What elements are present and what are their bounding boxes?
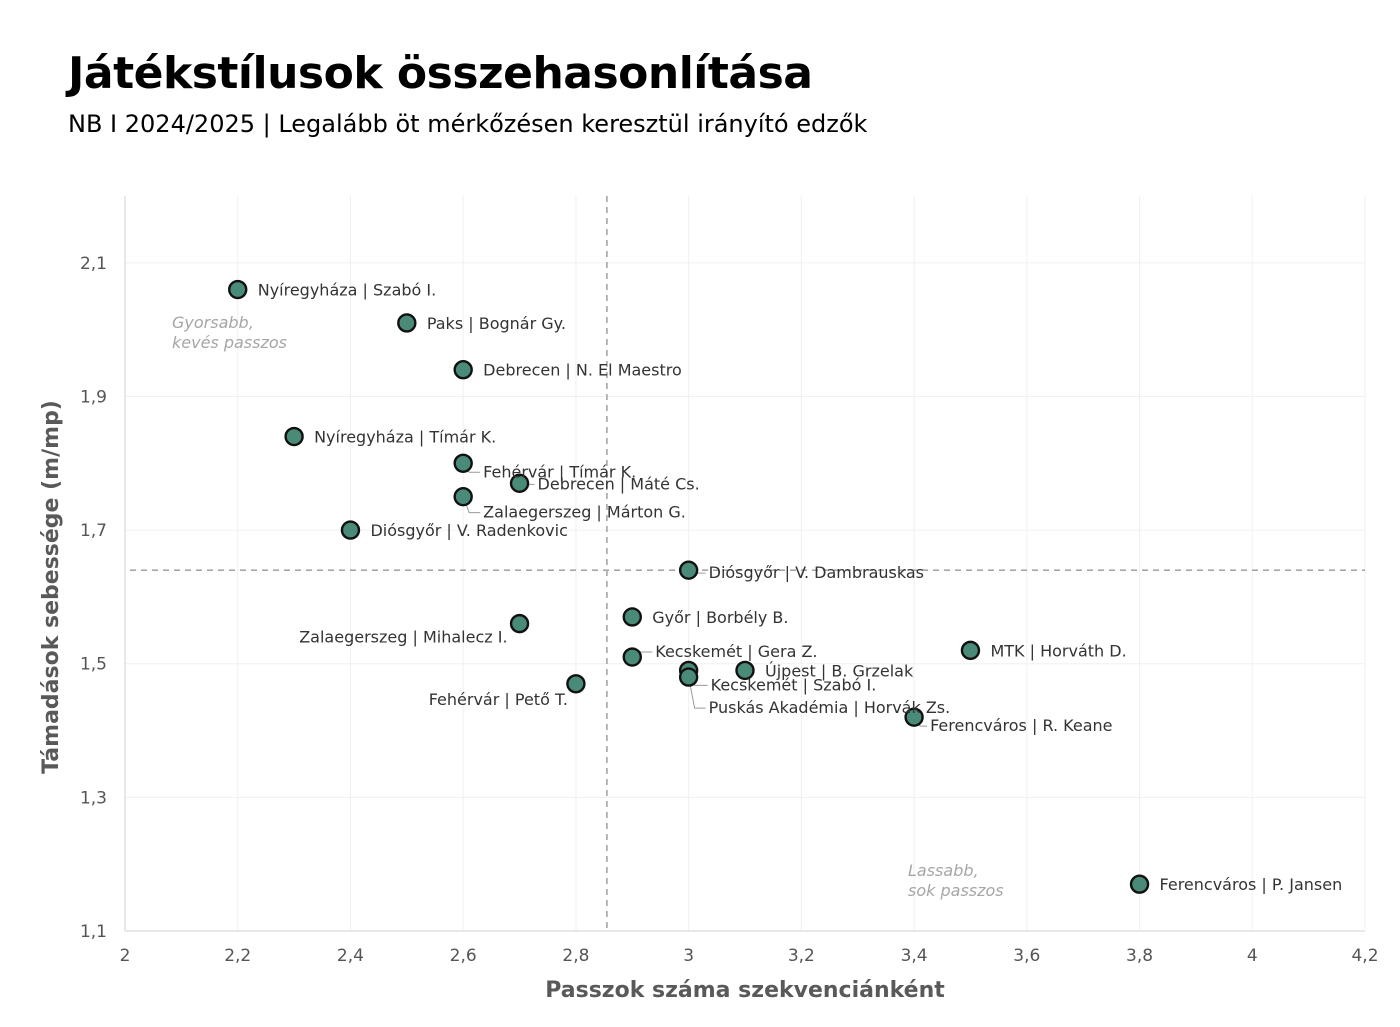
scatter-point (228, 279, 248, 300)
point-label: Győr | Borbély B. (652, 608, 788, 627)
x-tick-label: 4 (1247, 946, 1258, 966)
scatter-point (960, 640, 981, 661)
point-label: Ferencváros | R. Keane (930, 716, 1112, 735)
scatter-point (453, 486, 473, 507)
point-label: Ferencváros | P. Jansen (1160, 875, 1343, 894)
x-tick-label: 2,8 (562, 946, 589, 966)
scatter-point (1129, 874, 1150, 894)
point-label: Kecskemét | Szabó I. (711, 675, 877, 694)
quadrant-note-line2: sok passzos (908, 881, 1004, 900)
chart-title: Játékstílusok összehasonlítása (68, 48, 813, 99)
x-tick-label: 4,2 (1351, 946, 1378, 966)
y-tick-label: 1,5 (80, 655, 107, 675)
point-label: MTK | Horváth D. (990, 641, 1126, 660)
x-tick-label: 2,6 (450, 946, 477, 966)
scatter-point (678, 560, 699, 580)
reference-lines (130, 196, 1365, 931)
y-tick-label: 1,7 (80, 521, 107, 541)
scatter-point (904, 707, 924, 727)
point-label: Zalaegerszeg | Mihalecz I. (299, 628, 507, 647)
scatter-point (622, 607, 642, 627)
quadrant-note-line1: Lassabb, (908, 861, 979, 880)
x-tick-label: 2,2 (224, 946, 251, 966)
scatter-point (509, 613, 530, 634)
point-label: Debrecen | N. El Maestro (483, 361, 682, 380)
point-label: Fehérvár | Pető T. (429, 690, 568, 709)
x-tick-label: 3,8 (1126, 946, 1153, 966)
x-tick-label: 3 (683, 946, 694, 966)
label-leader-line (688, 676, 706, 709)
point-label: Nyíregyháza | Szabó I. (258, 281, 436, 300)
x-tick-label: 2 (120, 946, 131, 966)
y-axis-title: Támadások sebessége (m/mp) (39, 400, 64, 774)
data-points (228, 279, 1150, 894)
point-label: Paks | Bognár Gy. (427, 314, 566, 333)
scatter-point (284, 426, 304, 447)
y-tick-label: 2,1 (80, 254, 107, 274)
x-tick-label: 2,4 (337, 946, 364, 966)
y-tick-label: 1,9 (80, 387, 107, 407)
scatter-point (453, 360, 473, 380)
scatter-point (678, 667, 699, 687)
x-tick-label: 3,2 (788, 946, 815, 966)
y-tick-label: 1,1 (80, 922, 107, 942)
x-tick-label: 3,4 (901, 946, 928, 966)
scatter-point (340, 520, 361, 540)
point-label: Nyíregyháza | Tímár K. (314, 428, 496, 447)
point-label: Diósgyőr | V. Radenkovic (370, 521, 567, 540)
scatter-point (566, 674, 586, 694)
point-label: Kecskemét | Gera Z. (655, 642, 817, 661)
point-labels: Nyíregyháza | Szabó I. Paks | Bognár Gy. D… (258, 281, 1343, 895)
x-axis-title: Passzok száma szekvenciánként (545, 978, 945, 1003)
quadrant-note-line1: Gyorsabb, (172, 313, 254, 332)
point-label: Fehérvár | Tímár K. (483, 462, 636, 481)
scatter-point (453, 453, 473, 473)
quadrant-notes: Gyorsabb,kevés passzos Lassabb,sok passzo… (172, 313, 1004, 900)
point-label: Zalaegerszeg | Márton G. (483, 503, 686, 522)
point-label: Diósgyőr | V. Dambrauskas (709, 563, 924, 582)
point-label: Puskás Akadémia | Horvák Zs. (709, 698, 951, 717)
chart-subtitle: NB I 2024/2025 | Legalább öt mérkőzésen … (68, 110, 868, 138)
axes: 2 2,2 2,4 2,6 2,8 3 3,2 3,4 3,6 3,8 4 4,2 1,1 1,3 1,5 1… (80, 196, 1379, 966)
scatter-point (735, 660, 755, 681)
scatter-point (397, 313, 417, 333)
quadrant-note-line2: kevés passzos (172, 333, 287, 352)
y-tick-label: 1,3 (80, 788, 107, 808)
point-label: Debrecen | Máté Cs. (538, 474, 700, 493)
x-tick-label: 3,6 (1013, 946, 1040, 966)
scatter-point (622, 647, 642, 667)
point-label: Újpest | B. Grzelak (765, 661, 914, 680)
scatter-point (509, 473, 530, 494)
